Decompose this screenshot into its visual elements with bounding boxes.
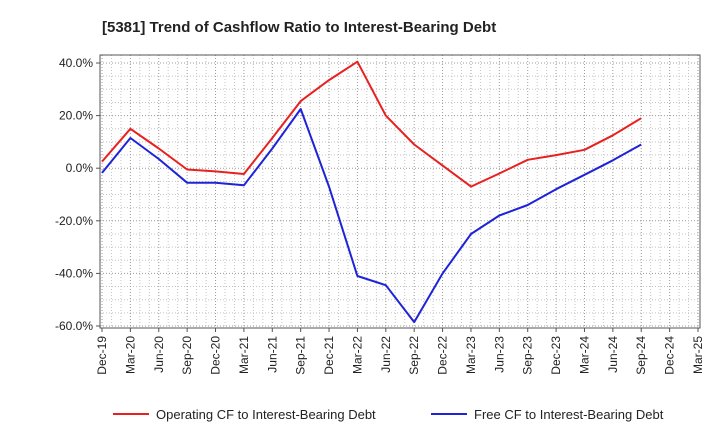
- series-line-2: [101, 108, 642, 324]
- x-tick-label: Dec-21: [322, 336, 336, 375]
- x-tick-label: Dec-23: [549, 336, 563, 375]
- x-tick-label: Sep-23: [521, 336, 535, 375]
- tick-labels: 40.0% 20.0% 0.0% -20.0% -40.0% -60.0%Dec-19 Ma…: [55, 56, 705, 375]
- x-tick-label: Jun-21: [265, 336, 279, 373]
- legend-label: Free CF to Interest-Bearing Debt: [474, 407, 664, 422]
- x-tick-label: Mar-24: [577, 336, 591, 374]
- x-tick-label: Jun-23: [492, 336, 506, 373]
- x-tick-label: Sep-24: [634, 336, 648, 375]
- x-tick-label: Mar-20: [123, 336, 137, 374]
- x-tick-label: Mar-21: [237, 336, 251, 374]
- series-lines: [101, 60, 642, 324]
- x-tick-label: Jun-24: [606, 336, 620, 373]
- x-tick-label: Dec-19: [95, 336, 109, 375]
- x-tick-label: Jun-20: [152, 336, 166, 373]
- plot-frame: [99, 54, 701, 329]
- x-tick-label: Dec-24: [663, 336, 677, 375]
- x-tick-label: Dec-22: [436, 336, 450, 375]
- x-tick-label: Mar-23: [464, 336, 478, 374]
- y-tick-label: -40.0%: [55, 266, 93, 280]
- x-tick-label: Sep-21: [294, 336, 308, 375]
- x-tick-label: Sep-20: [180, 336, 194, 375]
- chart-title: [5381] Trend of Cashflow Ratio to Intere…: [102, 19, 496, 36]
- legend: Operating CF to Interest-Bearing Debt Fre…: [113, 407, 664, 422]
- y-tick-label: 40.0%: [59, 56, 93, 70]
- y-tick-label: 20.0%: [59, 109, 93, 123]
- x-tick-label: Dec-20: [209, 336, 223, 375]
- x-tick-label: Mar-25: [691, 336, 705, 374]
- x-tick-label: Sep-22: [407, 336, 421, 375]
- y-tick-label: 0.0%: [66, 161, 94, 175]
- grid: [100, 55, 700, 328]
- x-tick-label: Jun-22: [379, 336, 393, 373]
- y-tick-label: -20.0%: [55, 214, 93, 228]
- x-tick-label: Mar-22: [350, 336, 364, 374]
- series-line-1: [101, 60, 642, 188]
- y-tick-label: -60.0%: [55, 319, 93, 333]
- legend-label: Operating CF to Interest-Bearing Debt: [156, 407, 376, 422]
